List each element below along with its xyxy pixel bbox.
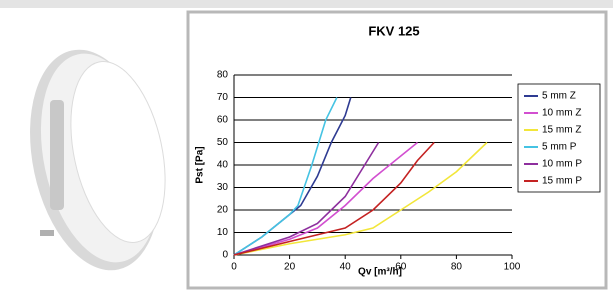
y-tick-label: 20 [217,205,229,216]
legend-label: 15 mm P [542,176,582,187]
x-tick-label: 60 [395,262,407,273]
x-tick-label: 20 [284,262,296,273]
x-tick-label: 80 [451,262,463,273]
top-strip [0,0,613,8]
x-tick-label: 100 [504,262,521,273]
y-tick-label: 0 [222,250,228,261]
legend-label: 10 mm P [542,159,582,170]
y-tick-label: 30 [217,182,229,193]
y-axis-label: Pst [Pa] [195,146,206,183]
y-tick-label: 70 [217,92,229,103]
legend-label: 15 mm Z [542,125,581,136]
x-tick-label: 0 [231,262,237,273]
y-tick-label: 80 [217,70,229,81]
product-photo [11,38,180,283]
page: {"chart_data": {"type": "line", "title":… [0,0,613,295]
legend-label: 5 mm P [542,142,577,153]
y-tick-label: 10 [217,227,229,238]
legend-label: 5 mm Z [542,91,576,102]
y-tick-label: 50 [217,137,229,148]
screen: FKV 125 Qv [m³/h] Pst [Pa] 0102030405060… [0,0,613,295]
legend-label: 10 mm Z [542,108,581,119]
chart-title: FKV 125 [368,23,419,38]
x-tick-label: 40 [340,262,352,273]
y-tick-label: 60 [217,115,229,126]
y-tick-label: 40 [217,160,229,171]
